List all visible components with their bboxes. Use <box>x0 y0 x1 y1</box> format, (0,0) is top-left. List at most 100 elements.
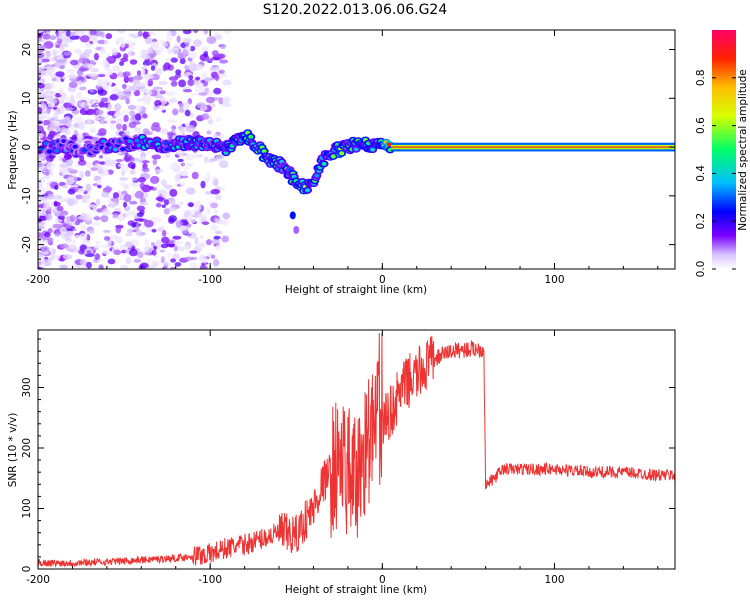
noise-speck <box>201 113 210 120</box>
x-tick-label: -100 <box>198 274 222 286</box>
noise-speck <box>57 215 66 220</box>
noise-speck <box>53 112 59 119</box>
noise-speck <box>204 57 215 62</box>
noise-speck <box>180 162 186 167</box>
noise-speck <box>52 255 61 260</box>
noise-speck <box>89 34 98 40</box>
noise-speck <box>128 121 137 129</box>
noise-speck <box>54 121 60 126</box>
noise-speck <box>48 102 55 108</box>
noise-speck <box>107 69 114 76</box>
noise-speck <box>170 57 178 63</box>
noise-speck <box>123 201 127 208</box>
noise-speck <box>177 158 184 163</box>
noise-speck <box>215 194 222 201</box>
noise-speck <box>222 212 231 220</box>
noise-speck <box>48 239 53 245</box>
noise-speck <box>68 243 77 250</box>
noise-speck <box>77 133 84 141</box>
noise-speck <box>38 67 42 75</box>
noise-speck <box>121 249 127 254</box>
noise-speck <box>68 81 78 88</box>
noise-speck <box>58 163 68 168</box>
noise-speck <box>195 64 205 71</box>
noise-speck <box>68 74 77 80</box>
noise-speck <box>56 205 64 212</box>
noise-speck <box>119 61 125 66</box>
noise-speck <box>97 184 102 189</box>
noise-speck <box>177 52 184 60</box>
noise-speck <box>116 239 123 244</box>
spectrogram-ylabel: Frequency (Hz) <box>7 110 19 189</box>
noise-speck <box>208 158 215 163</box>
noise-speck <box>213 259 220 267</box>
noise-speck <box>38 125 44 133</box>
noise-speck <box>76 91 82 100</box>
noise-speck <box>127 50 132 57</box>
noise-speck <box>187 78 195 87</box>
noise-speck <box>65 158 74 167</box>
noise-speck <box>124 210 131 218</box>
noise-speck <box>198 82 204 89</box>
noise-speck <box>70 94 75 102</box>
noise-speck <box>48 154 56 159</box>
noise-speck <box>78 79 83 86</box>
noise-speck <box>116 30 126 34</box>
noise-speck <box>95 109 104 116</box>
noise-speck <box>97 258 103 263</box>
noise-speck <box>128 33 135 38</box>
noise-speck <box>119 243 126 251</box>
noise-speck <box>90 67 100 73</box>
noise-speck <box>39 246 48 252</box>
noise-speck <box>97 89 108 96</box>
snr-series-line <box>38 332 675 569</box>
figure-title: S120.2022.013.06.06.G24 <box>263 2 448 18</box>
noise-speck <box>125 256 131 265</box>
noise-speck <box>122 166 129 173</box>
noise-speck <box>38 74 43 78</box>
noise-speck <box>111 48 118 56</box>
noise-speck <box>167 46 172 55</box>
noise-speck <box>127 220 135 227</box>
noise-speck <box>43 51 52 59</box>
noise-speck <box>159 128 169 134</box>
noise-speck <box>55 44 61 49</box>
noise-speck <box>115 159 124 162</box>
noise-speck <box>178 201 184 206</box>
noise-speck <box>177 246 186 252</box>
noise-speck <box>160 243 169 249</box>
noise-speck <box>210 254 216 259</box>
noise-speck <box>84 170 91 177</box>
ridge-core <box>120 147 126 151</box>
noise-speck <box>97 79 102 88</box>
noise-speck <box>113 249 122 255</box>
noise-speck <box>92 98 101 104</box>
carrier-band-core <box>390 146 675 148</box>
noise-speck <box>119 181 126 186</box>
noise-speck <box>119 177 128 181</box>
colorbar-tick-label: 0.0 <box>695 261 707 278</box>
noise-speck <box>61 43 69 48</box>
noise-speck <box>215 244 222 251</box>
noise-speck <box>113 112 124 118</box>
noise-speck <box>187 51 197 59</box>
ridge-core <box>386 142 392 147</box>
noise-speck <box>95 241 101 245</box>
ridge-core <box>321 161 327 166</box>
noise-speck <box>213 235 221 240</box>
noise-speck <box>189 250 198 254</box>
colorbar-tick-label: 0.4 <box>695 165 707 182</box>
noise-speck <box>46 162 56 170</box>
noise-speck <box>120 57 129 63</box>
noise-speck <box>88 108 96 115</box>
noise-speck <box>180 181 186 187</box>
noise-speck <box>38 177 46 184</box>
noise-speck <box>74 116 84 124</box>
noise-speck <box>222 79 232 86</box>
noise-speck <box>207 252 213 258</box>
noise-speck <box>141 156 147 161</box>
noise-speck <box>189 45 196 52</box>
noise-speck <box>173 240 184 245</box>
y-tick-label: -10 <box>21 187 33 204</box>
noise-speck <box>100 78 110 85</box>
